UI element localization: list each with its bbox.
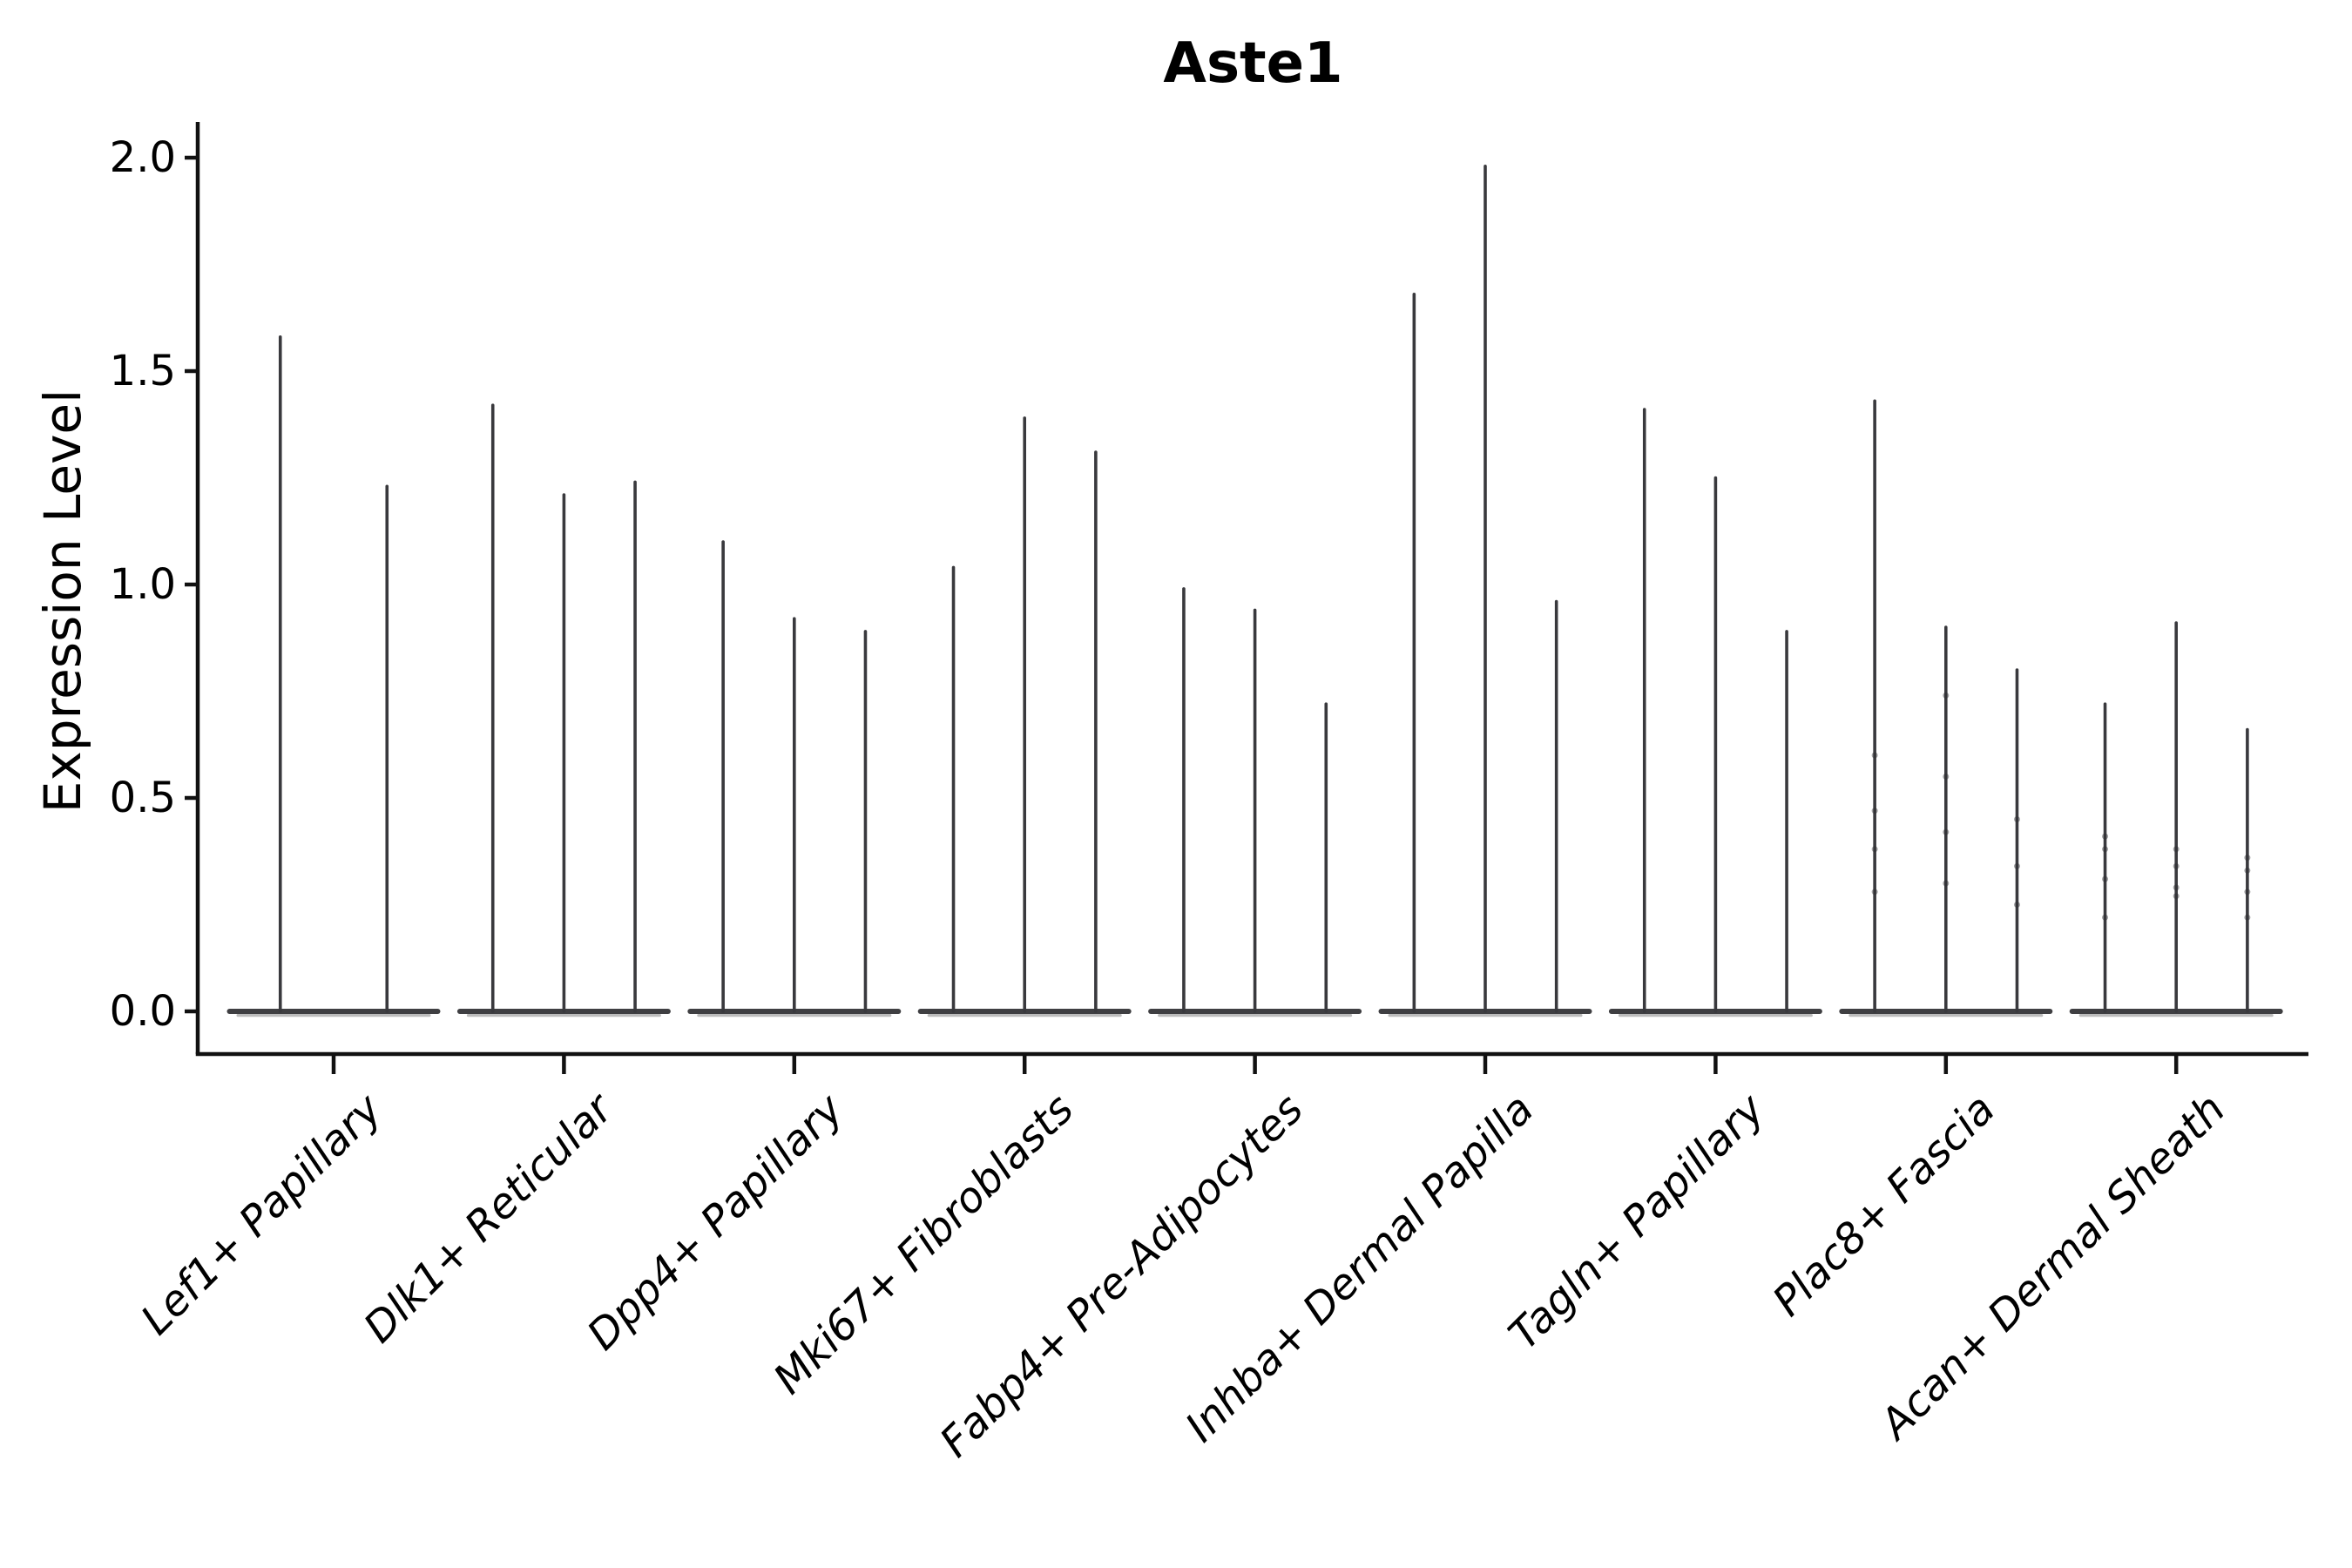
violin-base-shade — [1388, 1014, 1583, 1017]
expression-dot — [2102, 846, 2109, 853]
expression-dot — [1871, 846, 1878, 853]
expression-dot — [2173, 884, 2180, 891]
violin-base — [226, 1009, 441, 1014]
expression-dot — [2102, 833, 2109, 840]
expression-dot — [2013, 862, 2020, 869]
expression-dot — [2244, 867, 2251, 874]
y-tick-label: 2.0 — [109, 133, 176, 182]
y-tick-label: 0.0 — [109, 987, 176, 1036]
expression-dot — [2013, 816, 2020, 822]
violin-base-shade — [1158, 1014, 1353, 1017]
expression-dot — [2173, 893, 2180, 900]
violin-base-shade — [2078, 1014, 2274, 1017]
expression-dot — [2013, 902, 2020, 908]
expression-dot — [1943, 880, 1950, 887]
chart-title: Aste1 — [1163, 31, 1343, 96]
violin-base-shade — [466, 1014, 661, 1017]
expression-dot — [2173, 846, 2180, 853]
violin-base-shade — [697, 1014, 892, 1017]
violin-base-shade — [1848, 1014, 2044, 1017]
expression-dot — [1943, 692, 1950, 699]
expression-dot — [2244, 855, 2251, 862]
expression-dot — [1871, 808, 1878, 814]
expression-dot — [2244, 914, 2251, 921]
expression-dot — [2244, 889, 2251, 896]
y-tick-label: 1.0 — [109, 560, 176, 609]
expression-dot — [1871, 752, 1878, 759]
violin-base-shade — [1618, 1014, 1813, 1017]
expression-dot — [2173, 862, 2180, 869]
expression-dot — [1871, 889, 1878, 896]
y-tick-label: 0.5 — [109, 774, 176, 822]
expression-dot — [1943, 774, 1950, 780]
expression-dot — [2102, 875, 2109, 882]
expression-dot — [2102, 914, 2109, 921]
violin-base-shade — [236, 1014, 431, 1017]
y-tick-label: 1.5 — [109, 347, 176, 395]
expression-dot — [1943, 828, 1950, 835]
violin-base-shade — [927, 1014, 1122, 1017]
